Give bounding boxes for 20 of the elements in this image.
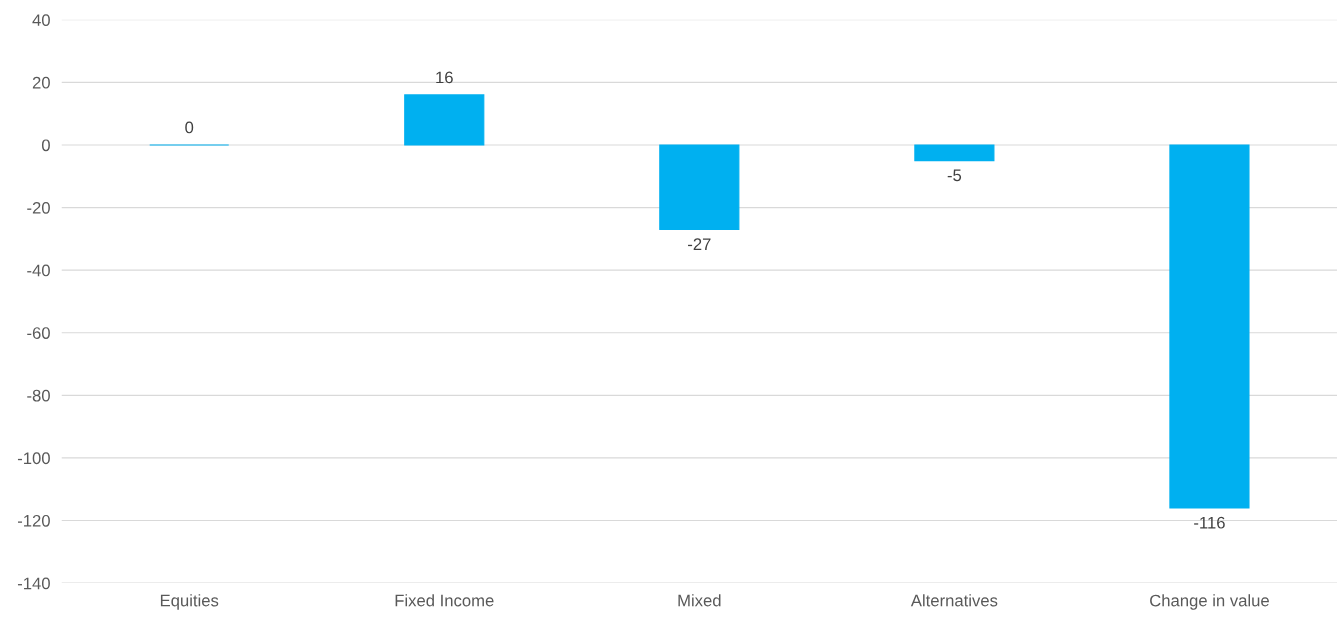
- y-tick-label: -40: [27, 264, 50, 277]
- y-tick-label: -140: [17, 577, 50, 590]
- x-tick-label: Equities: [160, 594, 219, 610]
- y-tick-label: 40: [32, 14, 50, 27]
- data-label: -27: [688, 238, 711, 250]
- y-tick-label: -80: [27, 389, 50, 402]
- y-tick-label: -20: [27, 201, 50, 214]
- data-label: 0: [185, 121, 194, 134]
- x-tick-label: Alternatives: [910, 594, 998, 607]
- data-label: 16: [436, 71, 453, 84]
- y-tick-label: -120: [17, 514, 50, 527]
- y-tick-label: 20: [32, 76, 50, 89]
- x-tick-label: Mixed: [678, 594, 721, 607]
- y-tick-label: 0: [41, 139, 50, 152]
- x-tick-label: Change in value: [1150, 594, 1269, 610]
- y-tick-label: -60: [27, 327, 50, 339]
- data-label: -5: [947, 169, 962, 182]
- data-label: -116: [1194, 516, 1225, 529]
- y-tick-label: -100: [17, 452, 50, 465]
- x-tick-label: Fixed Income: [395, 594, 494, 607]
